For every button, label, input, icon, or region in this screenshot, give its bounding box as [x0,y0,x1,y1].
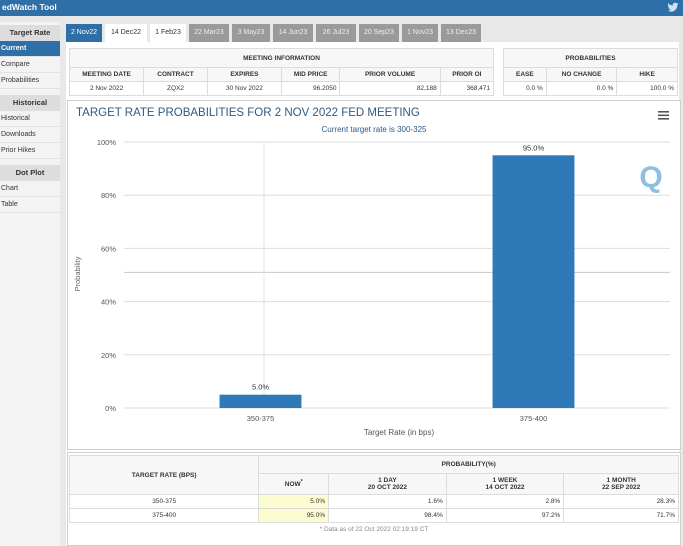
col-1-month-label: 1 MONTH [606,477,636,484]
col-contract: CONTRACT [143,67,208,82]
no-change-value: 0.0 % [545,81,618,96]
data-footnote: * Data as of 22 Oct 2022 02:19:19 CT [319,525,429,533]
probability-chart: TARGET RATE PROBABILITIES FOR 2 NOV 2022… [73,107,670,437]
col-1-month: 1 MONTH 22 SEP 2022 [563,473,679,495]
col-no-change: NO CHANGE [545,67,618,82]
sidebar: Target Rate Current Compare Probabilitie… [0,22,60,546]
row-rate: 350-375 [68,494,260,509]
col-1-day-label: 1 DAY [378,477,397,484]
row-1-day: 98.4% [328,508,447,523]
prior-volume-value: 82,188 [339,81,441,96]
watermark-logo-icon: Q [639,161,662,194]
y-tick-label: 0% [105,404,116,413]
meeting-date-value: 2 Nov 2022 [68,81,145,96]
sidebar-header-target-rate: Target Rate [0,25,60,41]
row-1-month: 28.3% [563,494,679,509]
sidebar-item-table[interactable]: Table [0,197,60,213]
tab-1-nov23[interactable]: 1 Nov23 [402,24,438,42]
y-tick-label: 40% [101,298,116,307]
app-title: edWatch Tool [2,2,57,12]
meeting-info-table: MEETING INFORMATION MEETING DATE CONTRAC… [68,48,495,96]
y-axis-label: Probability [73,256,82,291]
data-label: 95.0% [523,143,545,152]
prior-oi-value: 368,471 [439,81,495,96]
sidebar-item-compare[interactable]: Compare [0,57,60,73]
col-1-week-date: 14 OCT 2022 [485,484,525,491]
sidebar-item-prior-hikes[interactable]: Prior Hikes [0,143,60,159]
x-tick-label: 350-375 [247,414,275,423]
tab-14-dec22[interactable]: 14 Dec22 [105,24,147,42]
col-ease: EASE [503,67,547,82]
contract-value: ZQX2 [143,81,208,96]
tab-22-mar23[interactable]: 22 Mar23 [189,24,229,42]
tab-1-feb23[interactable]: 1 Feb23 [150,24,186,42]
col-meeting-date: MEETING DATE [68,67,145,82]
sidebar-item-probabilities[interactable]: Probabilities [0,73,60,89]
row-now: 95.0% [258,508,330,523]
probabilities-title: PROBABILITIES [503,48,678,68]
tab-3-may23[interactable]: 3 May23 [232,24,270,42]
row-1-week: 97.2% [445,508,565,523]
col-now-mark: * [300,479,303,486]
sidebar-header-dot-plot: Dot Plot [0,165,60,181]
table-row: 375-400 95.0% 98.4% 97.2% 71.7% [68,508,679,523]
col-prior-oi: PRIOR OI [439,67,495,82]
title-bar: edWatch Tool [0,0,683,16]
row-1-month: 71.7% [563,508,679,523]
x-tick-label: 375-400 [520,414,548,423]
col-1-day: 1 DAY 20 OCT 2022 [328,473,447,495]
row-now: 5.0% [258,494,330,509]
x-axis-label: Target Rate (in bps) [364,428,435,437]
data-label: 5.0% [252,383,269,392]
y-tick-label: 100% [97,138,117,147]
table-row: 350-375 5.0% 1.6% 2.8% 28.3% [68,494,679,509]
col-1-week: 1 WEEK 14 OCT 2022 [445,473,565,495]
tab-2-nov22[interactable]: 2 Nov22 [66,24,102,42]
col-mid-price: MID PRICE [280,67,341,82]
col-expires: EXPIRES [206,67,282,82]
chart-panel: TARGET RATE PROBABILITIES FOR 2 NOV 2022… [67,100,681,450]
col-target-rate: TARGET RATE (BPS) [68,455,260,495]
bar [219,394,302,408]
y-tick-label: 60% [101,244,116,253]
col-1-month-date: 22 SEP 2022 [602,484,641,491]
sidebar-item-historical[interactable]: Historical [0,111,60,127]
tab-20-sep23[interactable]: 20 Sep23 [359,24,399,42]
y-tick-label: 80% [101,191,116,200]
chart-title: TARGET RATE PROBABILITIES FOR 2 NOV 2022… [76,107,420,119]
col-prior-volume: PRIOR VOLUME [339,67,441,82]
bar [492,155,575,408]
expires-value: 30 Nov 2022 [206,81,282,96]
menu-icon[interactable] [658,111,669,120]
sidebar-header-historical: Historical [0,95,60,111]
row-1-day: 1.6% [328,494,447,509]
sidebar-item-chart[interactable]: Chart [0,181,60,197]
row-rate: 375-400 [68,508,260,523]
col-hike: HIKE [616,67,678,82]
sidebar-item-current[interactable]: Current [0,41,60,57]
probability-table-panel: TARGET RATE (BPS) PROBABILITY(%) NOW* 1 … [67,452,681,546]
probability-table: TARGET RATE (BPS) PROBABILITY(%) NOW* 1 … [68,455,679,535]
tab-13-dec23[interactable]: 13 Dec23 [441,24,481,42]
tab-14-jun23[interactable]: 14 Jun23 [273,24,313,42]
probability-header: PROBABILITY(%) [258,455,679,474]
twitter-icon[interactable] [667,2,679,15]
meeting-info-title: MEETING INFORMATION [69,48,494,68]
col-1-day-date: 20 OCT 2022 [367,484,407,491]
mid-price-value: 96.2050 [280,81,341,96]
row-1-week: 2.8% [445,494,565,509]
chart-subtitle: Current target rate is 300-325 [322,125,427,134]
col-now-label: NOW [284,481,301,489]
hike-value: 100.0 % [616,81,678,96]
col-now: NOW* [258,473,330,495]
probabilities-table: PROBABILITIES EASE NO CHANGE HIKE 0.0 % … [503,48,678,96]
sidebar-item-downloads[interactable]: Downloads [0,127,60,143]
y-tick-label: 20% [101,351,116,360]
ease-value: 0.0 % [503,81,547,96]
tab-26-jul23[interactable]: 26 Jul23 [316,24,356,42]
col-1-week-label: 1 WEEK [492,477,518,484]
